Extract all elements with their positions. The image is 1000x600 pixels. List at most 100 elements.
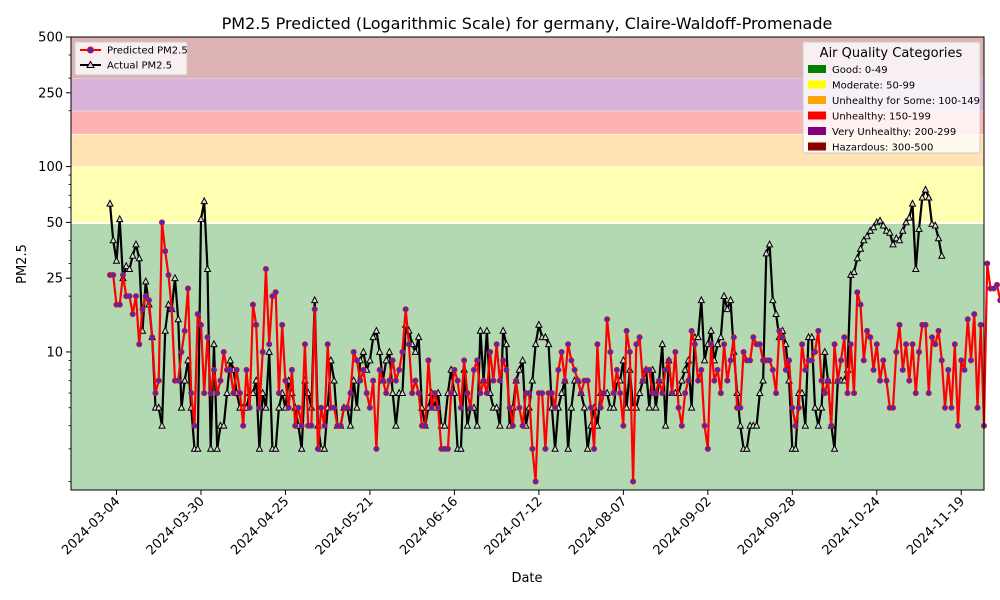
predicted-point bbox=[285, 404, 292, 411]
predicted-point bbox=[929, 334, 936, 341]
predicted-point bbox=[708, 341, 715, 348]
actual-point bbox=[876, 216, 884, 224]
actual-point bbox=[359, 347, 368, 355]
actual-point bbox=[203, 264, 212, 272]
predicted-point bbox=[652, 390, 659, 397]
predicted-point bbox=[935, 327, 942, 334]
actual-point bbox=[411, 347, 420, 355]
predicted-point bbox=[282, 377, 289, 384]
predicted-point bbox=[620, 422, 627, 429]
actual-point bbox=[850, 267, 858, 275]
legend-actual-label: Actual PM2.5 bbox=[107, 61, 172, 72]
predicted-point bbox=[561, 377, 568, 384]
predicted-point bbox=[945, 366, 952, 373]
predicted-point bbox=[448, 390, 455, 397]
predicted-point bbox=[925, 390, 932, 397]
actual-point bbox=[681, 365, 689, 373]
actual-point bbox=[759, 376, 767, 384]
predicted-point bbox=[698, 366, 705, 373]
x-tick-label: 2024-09-28 bbox=[735, 494, 799, 558]
predicted-point bbox=[132, 293, 139, 300]
actual-point bbox=[440, 421, 449, 429]
predicted-point bbox=[675, 404, 682, 411]
predicted-point bbox=[906, 377, 913, 384]
predicted-point bbox=[977, 321, 984, 328]
predicted-point bbox=[266, 341, 273, 348]
actual-point bbox=[902, 217, 910, 226]
predicted-point bbox=[578, 390, 585, 397]
predicted-point bbox=[373, 445, 380, 452]
predicted-point bbox=[646, 366, 653, 373]
predicted-point bbox=[311, 306, 318, 313]
actual-point bbox=[567, 403, 576, 411]
predicted-point bbox=[288, 366, 295, 373]
predicted-point bbox=[253, 321, 260, 328]
series-layer bbox=[106, 185, 1000, 485]
predicted-point bbox=[630, 478, 637, 485]
aqi-category-legend: Air Quality Categories Good: 0-49 Moderat… bbox=[802, 41, 981, 154]
actual-point bbox=[755, 388, 764, 396]
actual-point bbox=[564, 444, 572, 452]
actual-point bbox=[863, 231, 871, 240]
actual-point bbox=[544, 339, 553, 348]
predicted-point bbox=[191, 422, 198, 429]
predicted-point bbox=[626, 348, 633, 355]
predicted-point bbox=[262, 266, 269, 273]
predicted-point bbox=[292, 422, 299, 429]
predicted-point bbox=[665, 357, 672, 364]
x-tick-label: 2024-08-07 bbox=[566, 494, 630, 558]
predicted-point bbox=[890, 404, 897, 411]
predicted-point bbox=[773, 390, 780, 397]
actual-point bbox=[811, 403, 819, 411]
actual-point bbox=[752, 421, 761, 429]
actual-point bbox=[765, 239, 774, 248]
y-axis-label: PM2.5 bbox=[15, 244, 30, 284]
predicted-point bbox=[168, 306, 175, 313]
actual-point bbox=[801, 421, 810, 429]
actual-point bbox=[499, 326, 507, 334]
aqi-legend-swatch bbox=[808, 96, 826, 104]
actual-point bbox=[807, 332, 816, 341]
predicted-point bbox=[314, 445, 321, 452]
actual-point bbox=[720, 291, 728, 300]
actual-point bbox=[645, 403, 654, 411]
predicted-point bbox=[571, 366, 578, 373]
actual-point bbox=[141, 276, 150, 285]
predicted-point bbox=[688, 327, 695, 334]
chart-title: PM2.5 Predicted (Logarithmic Scale) for … bbox=[222, 14, 833, 33]
predicted-point bbox=[298, 422, 305, 429]
actual-point bbox=[791, 444, 800, 452]
predicted-point bbox=[402, 306, 409, 313]
predicted-point bbox=[617, 390, 624, 397]
actual-point bbox=[193, 444, 202, 452]
predicted-point bbox=[116, 301, 123, 308]
predicted-point bbox=[444, 445, 451, 452]
predicted-point bbox=[574, 377, 581, 384]
predicted-point bbox=[610, 390, 617, 397]
predicted-point bbox=[704, 445, 711, 452]
actual-point bbox=[473, 421, 481, 429]
x-tick-label: 2024-11-19 bbox=[904, 494, 968, 558]
actual-point bbox=[414, 332, 423, 341]
actual-point bbox=[541, 332, 550, 341]
aqi-legend-label: Unhealthy: 150-199 bbox=[832, 112, 931, 123]
predicted-point bbox=[961, 366, 968, 373]
predicted-point bbox=[903, 341, 910, 348]
predicted-point bbox=[711, 377, 718, 384]
actual-point bbox=[557, 388, 566, 396]
aqi-legend-label: Moderate: 50-99 bbox=[832, 81, 915, 92]
actual-point bbox=[768, 295, 777, 304]
predicted-point bbox=[948, 404, 955, 411]
y-tick-label: 50 bbox=[46, 216, 63, 231]
predicted-point bbox=[204, 334, 211, 341]
actual-point bbox=[177, 403, 186, 411]
predicted-point bbox=[795, 404, 802, 411]
actual-point bbox=[889, 239, 897, 248]
actual-point bbox=[115, 214, 124, 223]
actual-point bbox=[330, 376, 338, 384]
predicted-point bbox=[197, 321, 204, 328]
x-tick-label: 2024-03-04 bbox=[59, 494, 123, 558]
x-axis: 2024-03-04 2024-03-30 2024-04-25 2024-05-21… bbox=[59, 490, 968, 558]
predicted-point bbox=[386, 377, 393, 384]
actual-point bbox=[106, 199, 114, 207]
